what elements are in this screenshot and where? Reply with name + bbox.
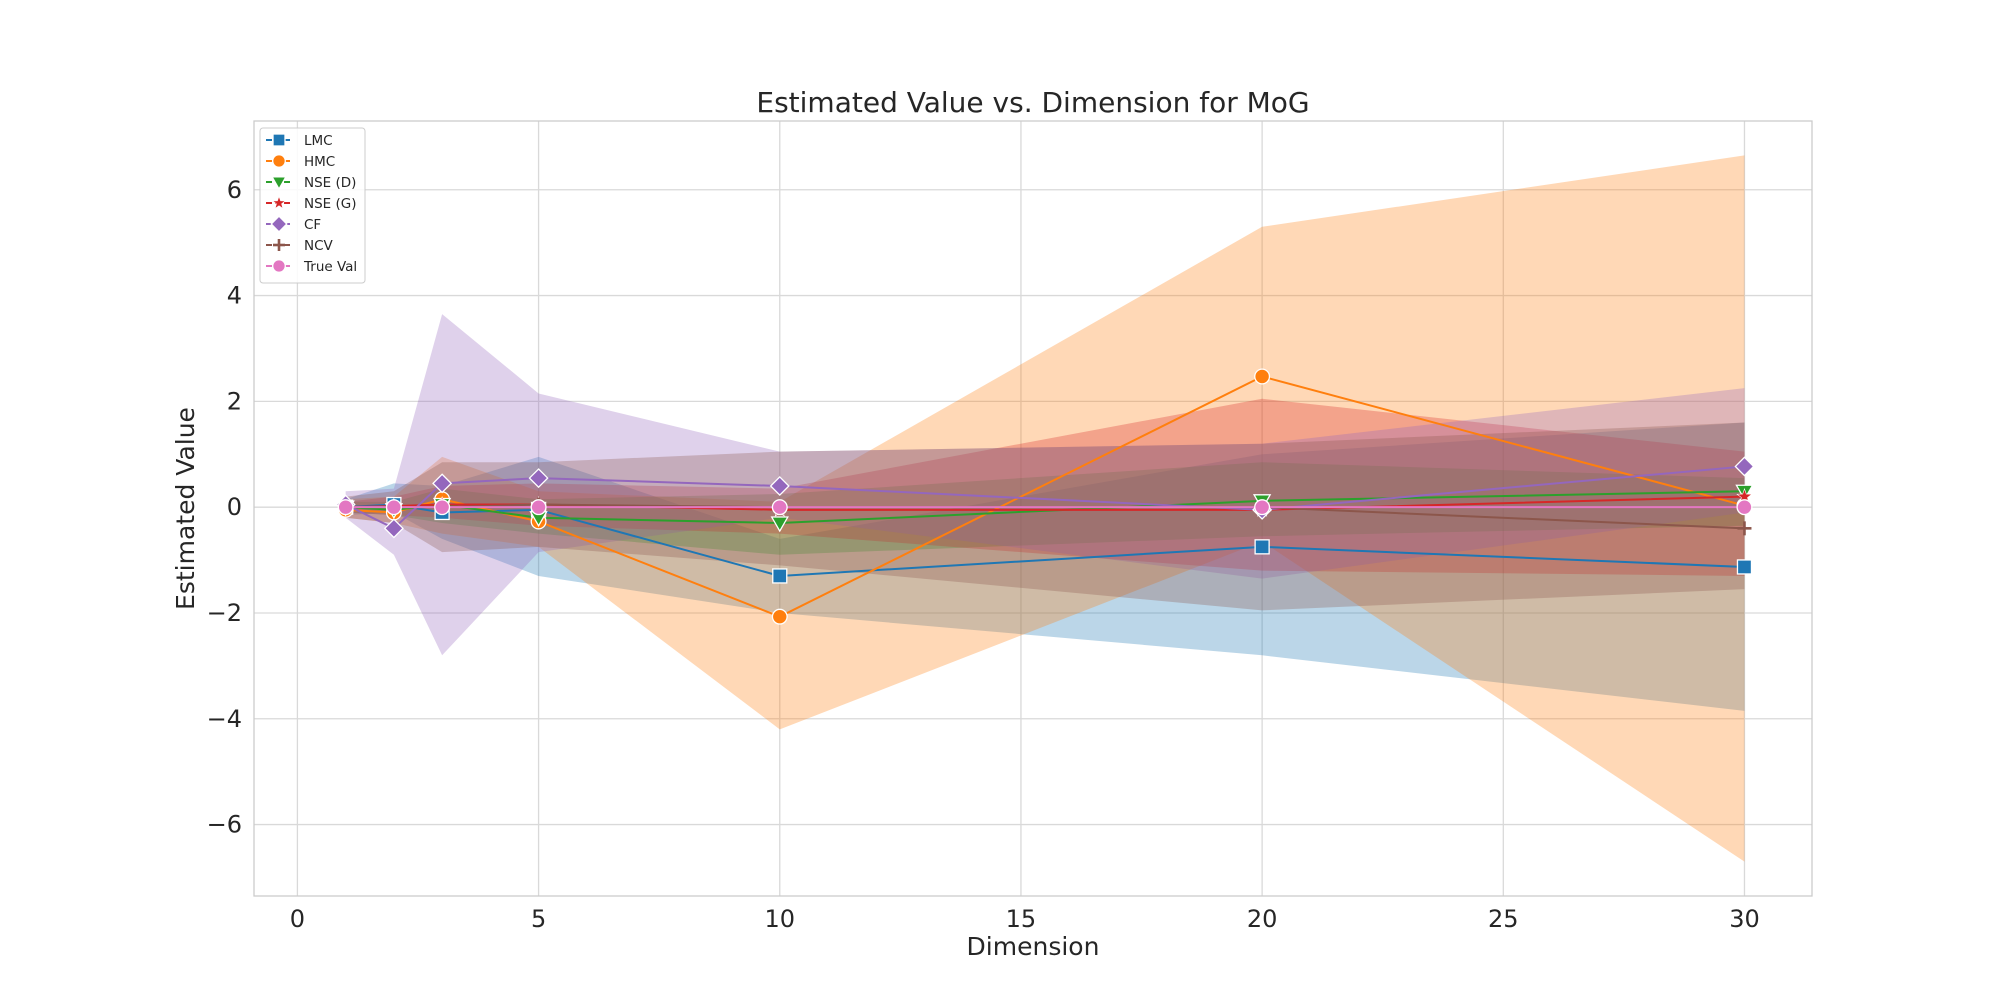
legend-marker bbox=[270, 215, 288, 233]
legend-marker bbox=[270, 176, 288, 191]
plot-frame bbox=[253, 120, 1813, 897]
y-tick-label: 0 bbox=[227, 493, 242, 521]
band-lmc bbox=[345, 422, 1745, 711]
legend-label: NSE (D) bbox=[304, 175, 356, 191]
y-tick-label: −4 bbox=[207, 705, 242, 733]
x-tick-label: 15 bbox=[1006, 905, 1037, 933]
point-lmc bbox=[1736, 559, 1753, 575]
legend-item-ncv: NCV bbox=[266, 238, 334, 254]
band-ncv bbox=[345, 422, 1745, 611]
legend-marker bbox=[273, 239, 285, 251]
y-tick-label: −2 bbox=[207, 599, 242, 627]
band-hmc bbox=[345, 155, 1745, 862]
legend-item-nse-g: NSE (G) bbox=[266, 195, 356, 212]
legend-label: LMC bbox=[304, 133, 333, 149]
legend-label: NCV bbox=[304, 238, 334, 254]
legend-item-true-val: True Val bbox=[266, 259, 357, 275]
x-tick-label: 20 bbox=[1247, 905, 1278, 933]
point-true-val bbox=[1736, 499, 1753, 516]
legend-item-nse-d: NSE (D) bbox=[266, 175, 356, 191]
point-true-val bbox=[1254, 499, 1271, 516]
y-tick-label: 4 bbox=[227, 282, 242, 310]
legend-marker bbox=[272, 259, 286, 273]
confidence-bands bbox=[345, 155, 1745, 862]
legend-marker bbox=[272, 154, 286, 168]
point-cf bbox=[432, 473, 453, 494]
point-ncv bbox=[1737, 521, 1752, 536]
point-true-val bbox=[771, 499, 788, 516]
y-tick-label: 2 bbox=[227, 387, 242, 415]
legend-item-hmc: HMC bbox=[266, 154, 335, 170]
legend-marker bbox=[271, 195, 287, 210]
chart-title: Estimated Value vs. Dimension for MoG bbox=[756, 86, 1309, 119]
point-cf bbox=[383, 518, 404, 539]
legend-label: CF bbox=[304, 217, 321, 233]
band-nse-g bbox=[345, 398, 1745, 576]
point-hmc bbox=[771, 608, 788, 625]
x-tick-label: 10 bbox=[764, 905, 795, 933]
series-markers bbox=[335, 368, 1755, 625]
x-tick-label: 30 bbox=[1729, 905, 1760, 933]
y-tick-label: 6 bbox=[227, 176, 242, 204]
legend-label: True Val bbox=[303, 259, 357, 275]
x-tick-label: 0 bbox=[290, 905, 305, 933]
x-tick-label: 25 bbox=[1488, 905, 1519, 933]
point-true-val bbox=[434, 499, 451, 516]
x-tick-label: 5 bbox=[531, 905, 546, 933]
legend: LMC HMC NSE (D) NSE (G) CF NCV True Val bbox=[259, 127, 366, 284]
legend-label: HMC bbox=[304, 154, 335, 170]
x-axis-label: Dimension bbox=[967, 932, 1100, 961]
legend-marker bbox=[272, 133, 286, 147]
point-true-val bbox=[385, 499, 402, 516]
tick-labels: 0 5 10 15 20 25 30 −6 −4 −2 0 2 4 6 bbox=[207, 176, 1760, 933]
point-cf bbox=[1734, 456, 1755, 477]
point-lmc bbox=[772, 568, 788, 584]
point-cf bbox=[528, 468, 549, 489]
point-hmc bbox=[1254, 368, 1271, 385]
band-nse-d bbox=[345, 462, 1745, 555]
point-true-val bbox=[337, 499, 354, 516]
point-cf bbox=[769, 475, 790, 497]
point-nse-d bbox=[770, 516, 789, 533]
point-lmc bbox=[1254, 539, 1270, 555]
y-tick-label: −6 bbox=[207, 811, 242, 839]
y-axis-label: Estimated Value bbox=[171, 407, 200, 610]
legend-item-lmc: LMC bbox=[266, 133, 333, 149]
legend-item-cf: CF bbox=[266, 215, 321, 233]
point-true-val bbox=[530, 499, 547, 516]
legend-label: NSE (G) bbox=[304, 196, 356, 212]
